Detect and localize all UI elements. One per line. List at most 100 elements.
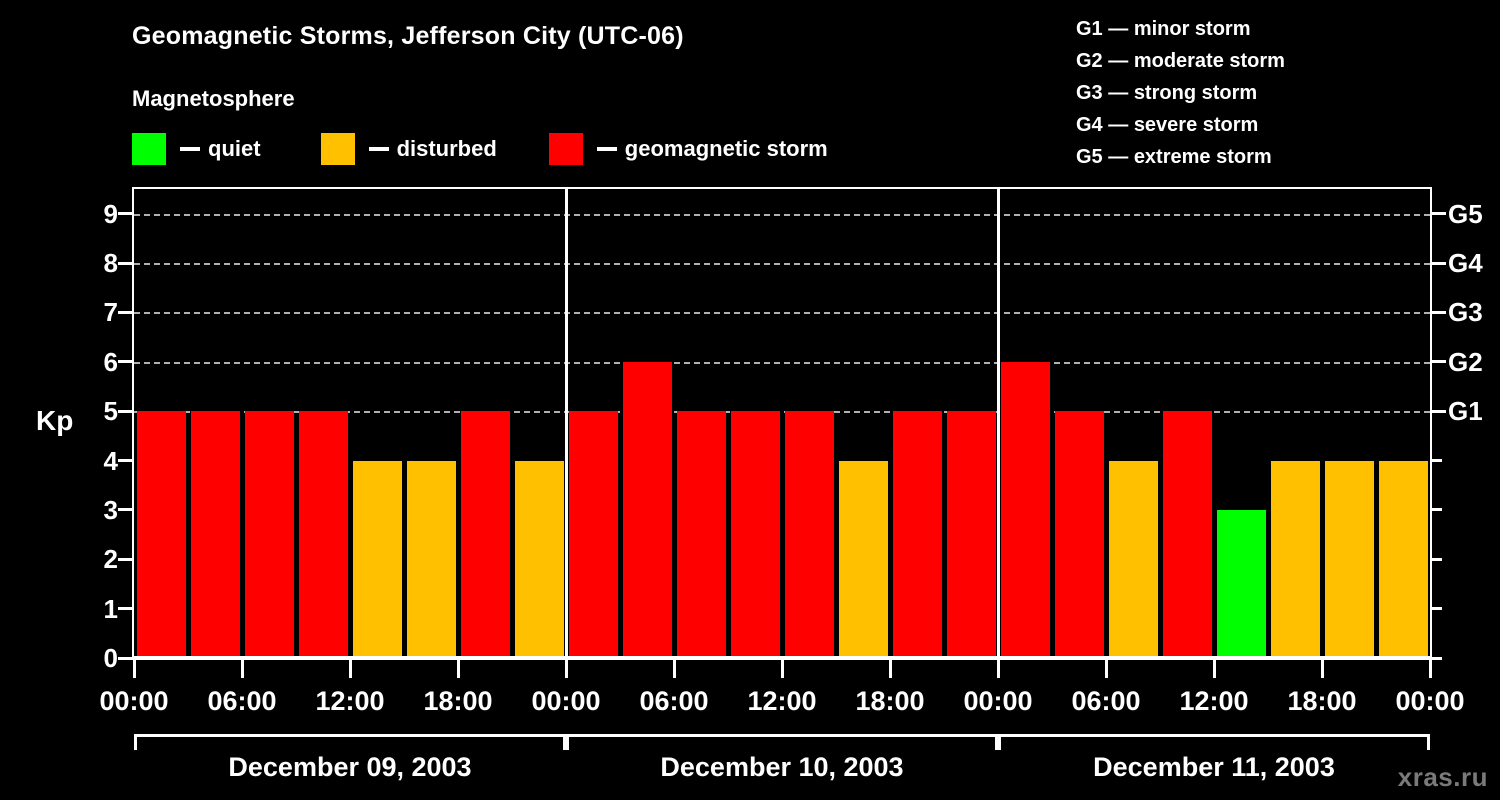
g-scale-row-g1: G1 — minor storm: [1076, 13, 1285, 45]
g-scale-code: G3: [1076, 82, 1103, 104]
kp-bar: [1000, 361, 1050, 658]
legend-swatch-storm: [548, 133, 583, 165]
y-tick-mark: [118, 557, 134, 561]
g-scale-description: minor storm: [1133, 18, 1251, 40]
g-scale-dash: —: [1102, 18, 1134, 40]
day-bracket: [134, 734, 566, 750]
y-tick-label: 6: [103, 346, 118, 377]
g-scale-dash: —: [1102, 146, 1134, 168]
x-tick-label: 00:00: [531, 686, 601, 716]
g-scale-description: extreme storm: [1133, 146, 1272, 168]
day-label: December 10, 2003: [660, 752, 904, 782]
g-tick-mark: [1430, 261, 1446, 265]
plot-frame: [132, 187, 1432, 658]
x-tick-label: 12:00: [1179, 686, 1249, 716]
kp-bar: [136, 411, 186, 658]
y-tick-label: 7: [103, 297, 118, 328]
g-tick-label: G3: [1448, 297, 1483, 328]
x-tick-label: 18:00: [1287, 686, 1357, 716]
legend-swatch-quiet: [132, 133, 166, 165]
kp-bar: [1270, 460, 1320, 658]
legend-dash-quiet: [180, 147, 200, 151]
y-tick-mark: [118, 261, 134, 265]
g-scale-row-g4: G4 — severe storm: [1076, 109, 1285, 141]
x-tick-mark: [1104, 660, 1108, 678]
x-tick-mark: [132, 660, 136, 678]
kp-bar: [946, 411, 996, 658]
x-tick-label: 18:00: [855, 686, 925, 716]
day-separator: [996, 189, 1000, 658]
g-scale-code: G1: [1076, 18, 1103, 40]
y-tick-mark: [118, 409, 134, 413]
kp-bar: [892, 411, 942, 658]
gridline: [134, 361, 1430, 364]
kp-bar: [1108, 460, 1158, 658]
y-tick-label: 3: [103, 494, 118, 525]
kp-bar: [1216, 509, 1266, 658]
magnetosphere-label: Magnetosphere: [132, 86, 295, 111]
x-tick-label: 00:00: [99, 686, 169, 716]
x-tick-mark: [456, 660, 460, 678]
y-tick-mark: [118, 459, 134, 463]
kp-bar: [460, 411, 510, 658]
kp-bar: [1054, 411, 1104, 658]
x-tick-mark: [348, 660, 352, 678]
kp-bar: [568, 411, 618, 658]
g-tick-label: G4: [1448, 248, 1483, 279]
g-tick-label: G1: [1448, 396, 1483, 427]
legend-swatch-disturbed: [320, 133, 355, 165]
day-bracket: [998, 734, 1430, 750]
condition-legend: quiet disturbed geomagnetic storm: [132, 132, 828, 166]
day-label: December 11, 2003: [1093, 752, 1335, 782]
g-scale-code: G4: [1076, 114, 1103, 136]
right-minor-tick: [1430, 607, 1442, 611]
y-tick-mark: [118, 607, 134, 611]
y-tick-mark: [118, 212, 134, 216]
x-tick-mark: [996, 660, 1000, 678]
y-tick-label: 1: [103, 593, 118, 624]
y-tick-label: 8: [103, 248, 118, 279]
g-tick-mark: [1430, 310, 1446, 314]
y-tick-label: 4: [103, 445, 118, 476]
kp-bar: [352, 460, 402, 658]
page-title: Geomagnetic Storms, Jefferson City (UTC-…: [132, 22, 684, 50]
x-tick-mark: [1320, 660, 1324, 678]
day-label: December 09, 2003: [228, 752, 472, 782]
g-scale-dash: —: [1102, 50, 1134, 72]
x-tick-mark: [780, 660, 784, 678]
y-tick-mark: [118, 360, 134, 364]
legend-dash-disturbed: [368, 147, 389, 151]
g-scale-row-g3: G3 — strong storm: [1076, 77, 1285, 109]
plot-area: [134, 189, 1430, 658]
x-tick-label: 06:00: [639, 686, 709, 716]
y-tick-label: 2: [103, 544, 118, 575]
legend-label-storm: geomagnetic storm: [624, 136, 828, 161]
x-tick-label: 12:00: [747, 686, 817, 716]
right-minor-tick: [1430, 459, 1442, 463]
g-scale-row-g5: G5 — extreme storm: [1076, 141, 1285, 173]
x-tick-label: 12:00: [315, 686, 385, 716]
right-minor-tick: [1430, 656, 1442, 660]
legend-item-quiet: quiet: [132, 132, 261, 166]
g-tick-label: G5: [1448, 198, 1483, 229]
gridline: [134, 213, 1430, 216]
kp-bar: [622, 361, 672, 658]
gridline: [134, 312, 1430, 315]
legend-label-quiet: quiet: [208, 136, 261, 161]
y-tick-mark: [118, 310, 134, 314]
kp-bar: [730, 411, 780, 658]
x-tick-mark: [672, 660, 676, 678]
y-tick-mark: [118, 656, 134, 660]
kp-bar: [406, 460, 456, 658]
legend-item-disturbed: disturbed: [320, 132, 497, 166]
g-scale-code: G5: [1076, 146, 1103, 168]
kp-bar: [1162, 411, 1212, 658]
right-minor-tick: [1430, 508, 1442, 512]
y-axis-title: Kp: [36, 405, 74, 436]
x-tick-label: 18:00: [423, 686, 493, 716]
g-scale-legend: G1 — minor storm G2 — moderate storm G3 — …: [1076, 13, 1285, 173]
y-tick-label: 9: [103, 198, 118, 229]
right-minor-tick: [1430, 557, 1442, 561]
x-tick-mark: [1428, 660, 1432, 678]
g-tick-mark: [1430, 212, 1446, 216]
